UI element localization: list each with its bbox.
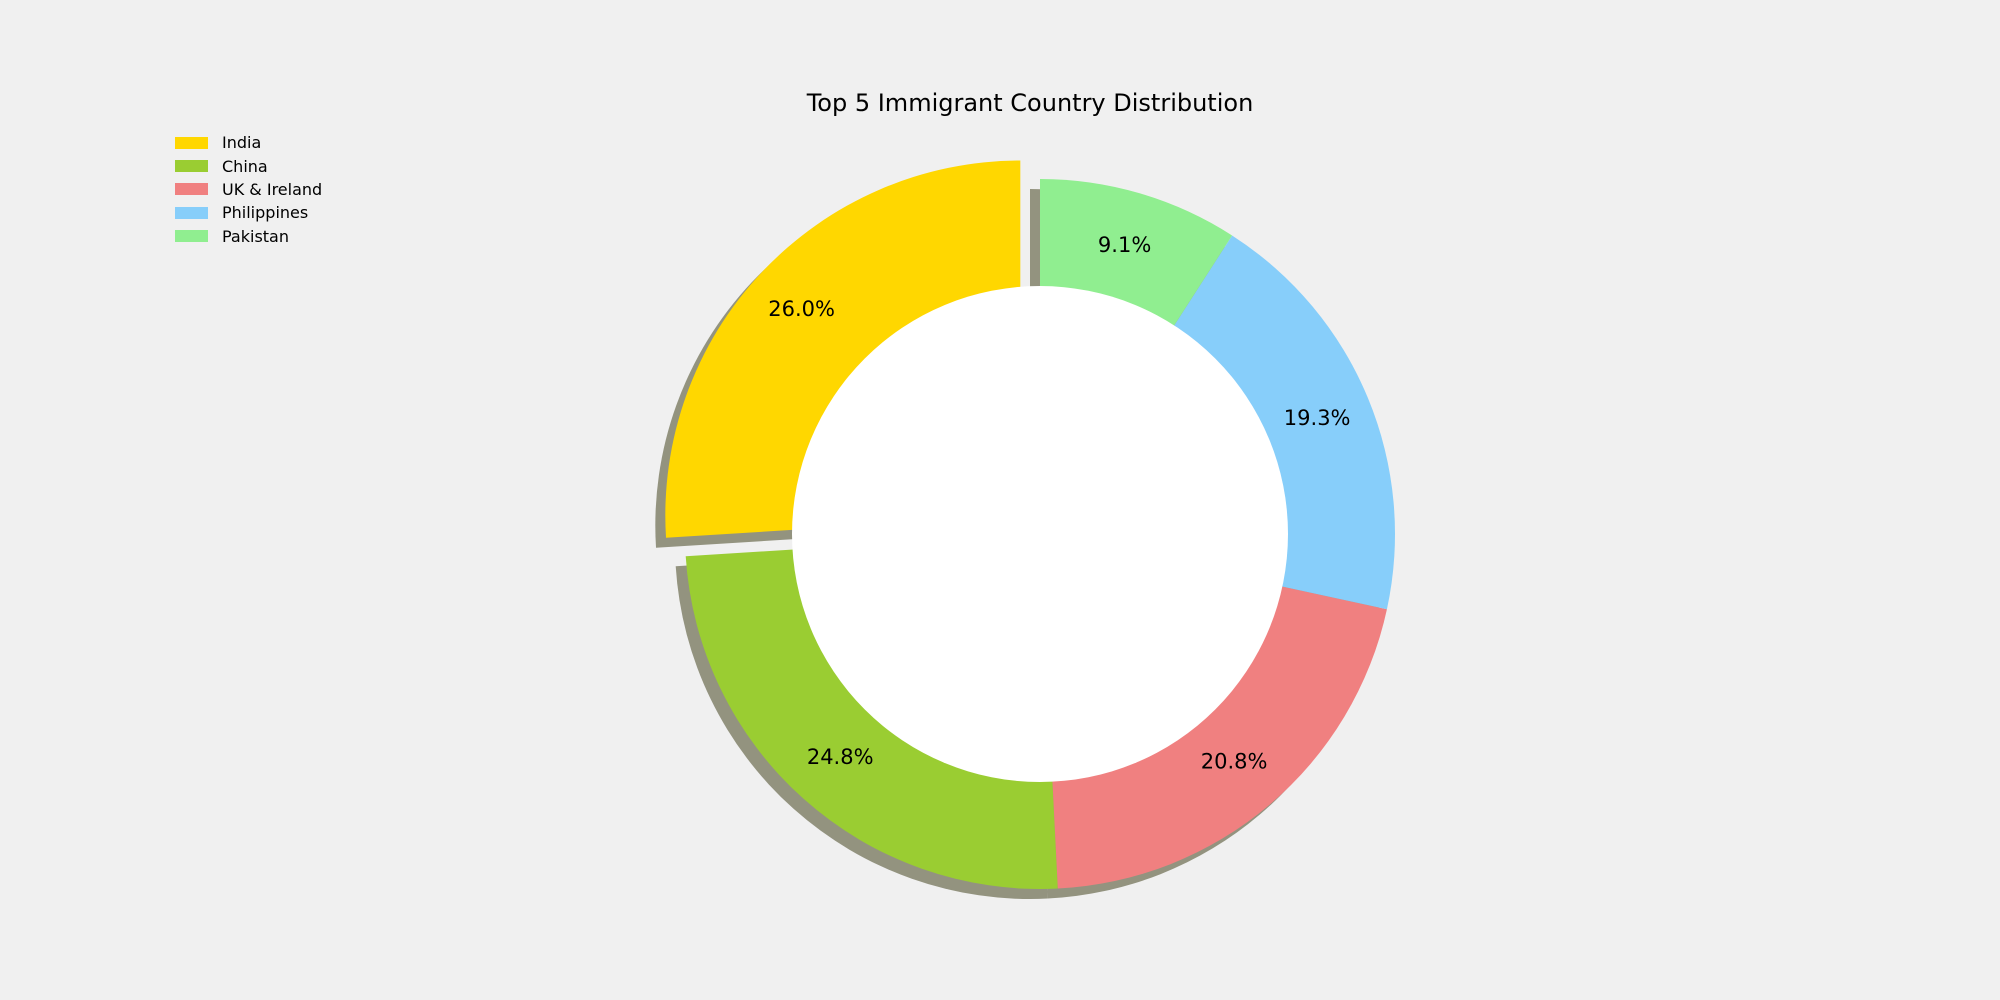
legend-item-india: India bbox=[175, 131, 322, 154]
legend-label-india: India bbox=[222, 133, 262, 153]
slice-label-philippines: 19.3% bbox=[1284, 406, 1351, 430]
slice-label-pakistan: 9.1% bbox=[1098, 233, 1151, 257]
legend-swatch-pakistan bbox=[175, 230, 208, 243]
donut-hole bbox=[792, 286, 1288, 782]
legend-item-philippines: Philippines bbox=[175, 201, 322, 224]
legend-label-pakistan: Pakistan bbox=[222, 226, 289, 246]
slice-label-uk-ireland: 20.8% bbox=[1201, 750, 1268, 774]
chart-title: Top 5 Immigrant Country Distribution bbox=[806, 89, 1254, 117]
legend: India China UK & Ireland Philippines Pakista… bbox=[175, 131, 322, 248]
legend-label-uk-ireland: UK & Ireland bbox=[222, 179, 323, 199]
slice-label-china: 24.8% bbox=[807, 745, 874, 769]
legend-swatch-china bbox=[175, 160, 208, 173]
legend-swatch-uk-ireland bbox=[175, 183, 208, 196]
legend-swatch-india bbox=[175, 136, 208, 149]
legend-item-pakistan: Pakistan bbox=[175, 225, 322, 248]
slice-label-india: 26.0% bbox=[768, 297, 835, 321]
legend-item-china: China bbox=[175, 154, 322, 177]
label-layer: 26.0% 24.8% 20.8% 19.3% 9.1% bbox=[768, 233, 1350, 774]
legend-label-china: China bbox=[222, 156, 268, 176]
legend-item-uk-ireland: UK & Ireland bbox=[175, 178, 322, 201]
legend-swatch-philippines bbox=[175, 206, 208, 219]
legend-label-philippines: Philippines bbox=[222, 203, 309, 223]
